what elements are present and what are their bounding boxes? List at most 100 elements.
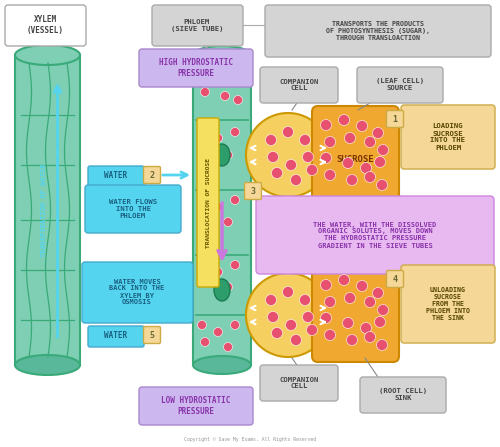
Circle shape <box>374 316 386 328</box>
Text: 3: 3 <box>250 186 256 195</box>
FancyBboxPatch shape <box>244 182 262 199</box>
Circle shape <box>224 218 232 227</box>
Circle shape <box>230 261 239 270</box>
Circle shape <box>344 292 356 304</box>
Circle shape <box>306 164 318 176</box>
Circle shape <box>230 320 239 329</box>
Text: THE WATER, WITH THE DISSOLVED
ORGANIC SOLUTES, MOVES DOWN
THE HYDROSTATIC PRESSU: THE WATER, WITH THE DISSOLVED ORGANIC SO… <box>314 222 436 249</box>
Circle shape <box>214 267 222 277</box>
Circle shape <box>290 334 302 346</box>
Ellipse shape <box>214 144 230 166</box>
Circle shape <box>210 76 220 84</box>
Text: SUCROSE: SUCROSE <box>336 156 374 164</box>
Circle shape <box>364 296 376 308</box>
Circle shape <box>214 202 222 211</box>
Text: WATER FLOWS
INTO THE
PHLOEM: WATER FLOWS INTO THE PHLOEM <box>109 199 157 219</box>
Text: TRANSPORTS THE PRODUCTS
OF PHOTOSYNTHESIS (SUGAR),
THROUGH TRANSLOACTION: TRANSPORTS THE PRODUCTS OF PHOTOSYNTHESI… <box>326 21 430 41</box>
FancyBboxPatch shape <box>401 105 495 169</box>
Circle shape <box>224 67 232 76</box>
Circle shape <box>268 312 278 322</box>
FancyBboxPatch shape <box>260 365 338 401</box>
Ellipse shape <box>15 355 80 375</box>
Text: 5: 5 <box>150 330 154 340</box>
Circle shape <box>372 127 384 139</box>
Circle shape <box>200 214 209 223</box>
Text: XYLEM
(VESSEL): XYLEM (VESSEL) <box>26 15 64 35</box>
Circle shape <box>372 287 384 299</box>
Circle shape <box>214 328 222 337</box>
Circle shape <box>320 279 332 291</box>
Circle shape <box>364 172 376 182</box>
Ellipse shape <box>193 46 251 64</box>
Ellipse shape <box>214 279 230 301</box>
Circle shape <box>342 317 353 329</box>
Text: TRANSLOCATION OF SUCROSE: TRANSLOCATION OF SUCROSE <box>206 158 210 248</box>
Circle shape <box>344 132 356 143</box>
Text: WATER: WATER <box>104 332 128 341</box>
Circle shape <box>246 113 330 197</box>
Circle shape <box>224 151 232 160</box>
Text: COMPANION
CELL: COMPANION CELL <box>280 376 318 389</box>
Circle shape <box>320 119 332 131</box>
Circle shape <box>306 325 318 336</box>
Text: HIGH HYDROSTATIC
PRESSURE: HIGH HYDROSTATIC PRESSURE <box>159 58 233 78</box>
Circle shape <box>324 329 336 341</box>
Circle shape <box>230 195 239 204</box>
FancyBboxPatch shape <box>85 185 181 233</box>
Circle shape <box>302 152 314 163</box>
Circle shape <box>378 144 388 156</box>
Circle shape <box>338 274 349 286</box>
Circle shape <box>234 77 242 87</box>
FancyBboxPatch shape <box>5 5 86 46</box>
Text: Copyright © Save My Exams. All Rights Reserved: Copyright © Save My Exams. All Rights Re… <box>184 438 316 443</box>
Circle shape <box>342 157 353 169</box>
Text: LOW HYDROSTATIC
PRESSURE: LOW HYDROSTATIC PRESSURE <box>162 396 230 416</box>
Circle shape <box>246 273 330 357</box>
Circle shape <box>224 342 232 351</box>
FancyBboxPatch shape <box>88 166 144 187</box>
Text: 2: 2 <box>150 170 154 180</box>
Text: 4: 4 <box>392 274 398 283</box>
Circle shape <box>198 71 206 80</box>
Circle shape <box>346 174 358 186</box>
FancyBboxPatch shape <box>360 377 446 413</box>
Circle shape <box>198 195 206 204</box>
FancyBboxPatch shape <box>88 326 144 347</box>
Circle shape <box>290 174 302 186</box>
Circle shape <box>198 126 206 135</box>
FancyBboxPatch shape <box>312 106 399 202</box>
FancyBboxPatch shape <box>82 262 193 323</box>
Circle shape <box>286 160 296 170</box>
Circle shape <box>272 328 282 338</box>
Circle shape <box>374 156 386 168</box>
Circle shape <box>376 180 388 190</box>
Text: (ROOT CELL)
SINK: (ROOT CELL) SINK <box>379 388 427 401</box>
Circle shape <box>364 332 376 342</box>
Circle shape <box>360 322 372 333</box>
Circle shape <box>320 152 332 164</box>
Circle shape <box>234 96 242 105</box>
FancyBboxPatch shape <box>139 49 253 87</box>
Circle shape <box>320 312 332 324</box>
Circle shape <box>338 114 349 126</box>
Circle shape <box>346 334 358 346</box>
Circle shape <box>200 88 209 97</box>
FancyBboxPatch shape <box>256 196 494 274</box>
Circle shape <box>356 121 368 131</box>
FancyBboxPatch shape <box>144 326 160 343</box>
Circle shape <box>220 92 230 101</box>
Circle shape <box>378 304 388 316</box>
Text: UNLOADING
SUCROSE
FROM THE
PHLOEM INTO
THE SINK: UNLOADING SUCROSE FROM THE PHLOEM INTO T… <box>426 287 470 321</box>
Circle shape <box>200 146 209 155</box>
Circle shape <box>200 337 209 346</box>
Circle shape <box>198 320 206 329</box>
Circle shape <box>200 278 209 287</box>
FancyBboxPatch shape <box>152 5 243 46</box>
Circle shape <box>300 135 310 146</box>
Circle shape <box>198 261 206 270</box>
Circle shape <box>268 152 278 163</box>
Circle shape <box>286 320 296 330</box>
FancyBboxPatch shape <box>144 166 160 184</box>
FancyBboxPatch shape <box>260 67 338 103</box>
Circle shape <box>300 295 310 305</box>
